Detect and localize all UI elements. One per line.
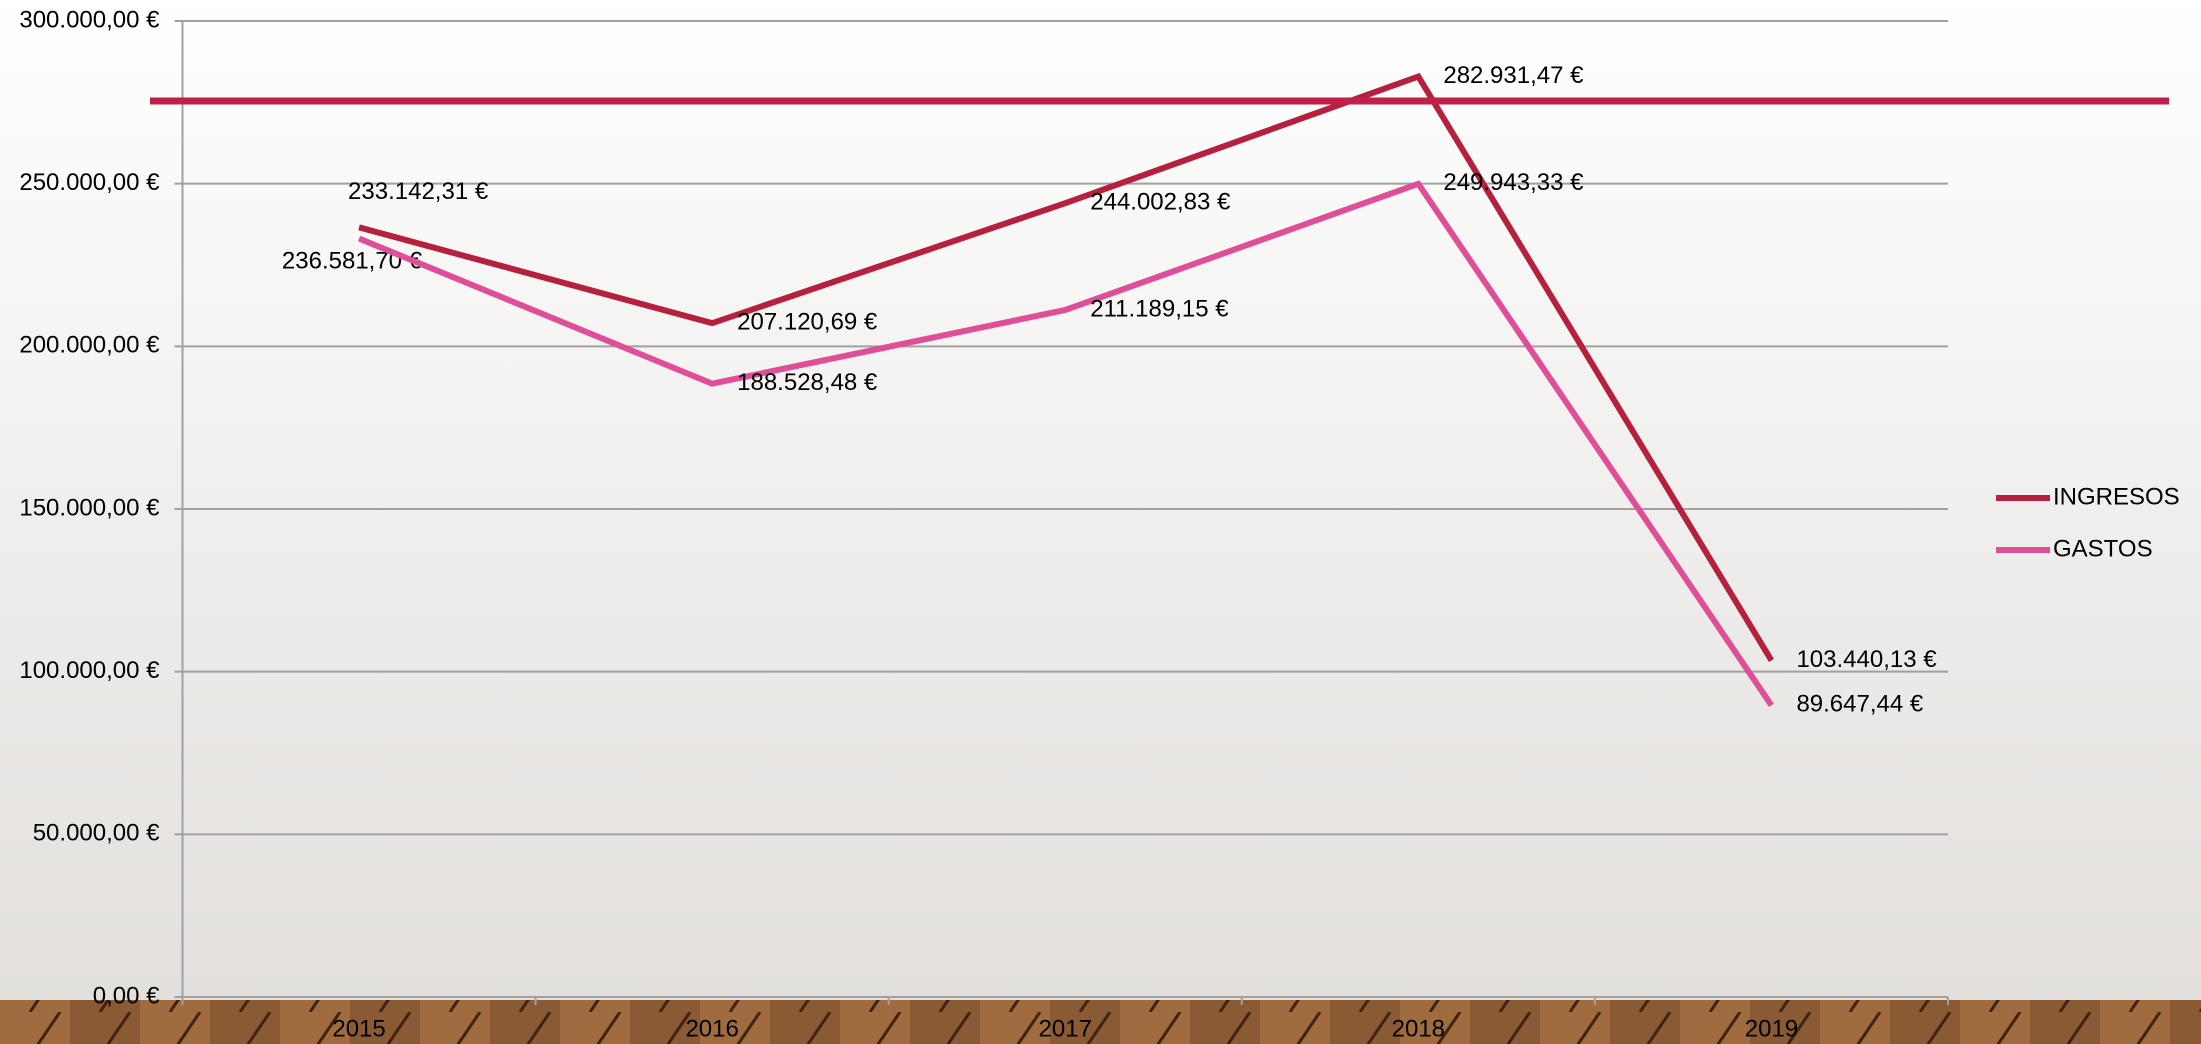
value-label: 233.142,31 € bbox=[348, 178, 489, 205]
y-tick-label: 300.000,00 € bbox=[19, 6, 160, 33]
value-label: 211.189,15 € bbox=[1090, 295, 1229, 322]
legend-label: GASTOS bbox=[2053, 535, 2153, 562]
y-tick-label: 100.000,00 € bbox=[19, 657, 160, 684]
value-label: 249.943,33 € bbox=[1443, 169, 1584, 196]
x-tick-label: 2017 bbox=[1039, 1015, 1092, 1042]
value-label: 103.440,13 € bbox=[1796, 646, 1937, 673]
y-tick-label: 200.000,00 € bbox=[19, 332, 160, 359]
y-tick-label: 150.000,00 € bbox=[19, 494, 160, 521]
x-tick-label: 2019 bbox=[1745, 1015, 1798, 1042]
value-label: 236.581,70 € bbox=[282, 248, 423, 275]
series-line bbox=[358, 72, 1775, 663]
legend-label: INGRESOS bbox=[2053, 483, 2180, 510]
y-tick-label: 0,00 € bbox=[93, 982, 160, 1009]
wood-floor bbox=[0, 1000, 2201, 1044]
series-line bbox=[357, 180, 1774, 708]
x-tick-label: 2015 bbox=[332, 1015, 385, 1042]
value-label: 244.002,83 € bbox=[1090, 189, 1231, 216]
value-label: 188.528,48 € bbox=[737, 369, 878, 396]
y-tick-label: 250.000,00 € bbox=[19, 169, 160, 196]
value-label: 207.120,69 € bbox=[737, 309, 878, 336]
x-tick-label: 2016 bbox=[685, 1015, 738, 1042]
value-label: 282.931,47 € bbox=[1443, 62, 1584, 89]
value-label: 89.647,44 € bbox=[1796, 691, 1923, 718]
y-tick-label: 50.000,00 € bbox=[33, 820, 160, 847]
x-tick-label: 2018 bbox=[1392, 1015, 1445, 1042]
background bbox=[0, 0, 2201, 1000]
